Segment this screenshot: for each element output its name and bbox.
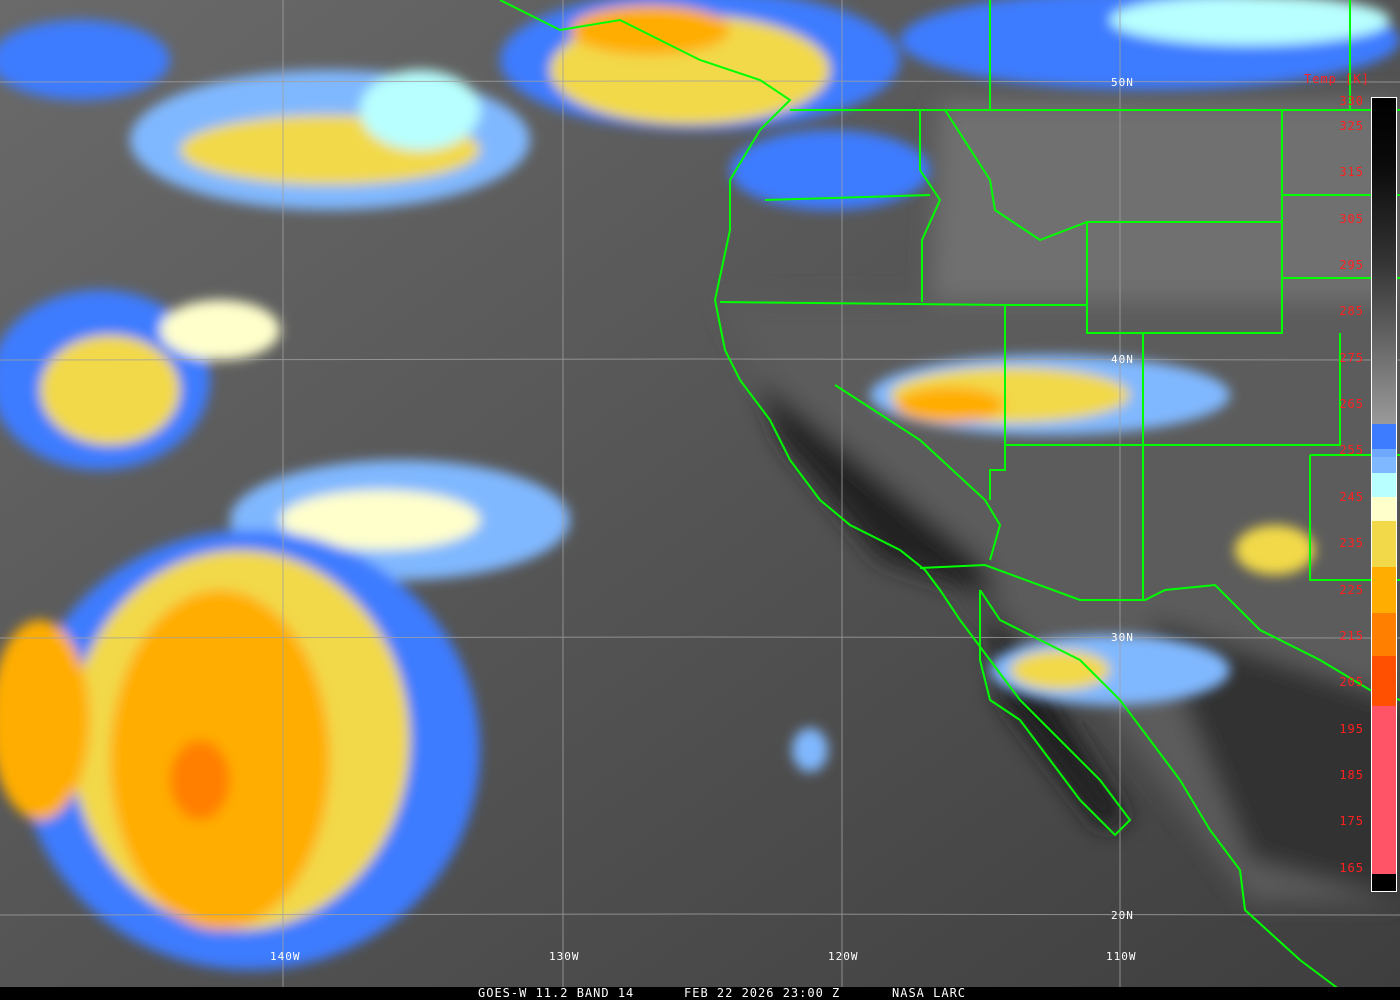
legend-tick-315: 315 [1339, 165, 1364, 180]
cloud-tops [0, 0, 1400, 970]
legend-tick-245: 245 [1339, 489, 1364, 504]
legend-tick-295: 295 [1339, 258, 1364, 273]
lat-label-40n: 40N [1111, 353, 1134, 366]
land-areas [720, 100, 1400, 900]
legend-tick-205: 205 [1339, 675, 1364, 690]
lon-label-140w: 140W [270, 950, 301, 963]
legend-tick-265: 265 [1339, 397, 1364, 412]
lat-label-20n: 20N [1111, 909, 1134, 922]
lat-label-30n: 30N [1111, 631, 1134, 644]
timestamp: FEB 22 2026 23:00 Z [684, 986, 841, 1000]
legend-tick-215: 215 [1339, 628, 1364, 643]
legend-tick-305: 305 [1339, 211, 1364, 226]
legend-tick-255: 255 [1339, 443, 1364, 458]
product-label: GOES-W 11.2 BAND 14 [478, 986, 635, 1000]
legend-tick-165: 165 [1339, 860, 1364, 875]
legend-tick-195: 195 [1339, 721, 1364, 736]
legend-tick-330: 330 [1339, 94, 1364, 108]
lon-label-120w: 120W [828, 950, 859, 963]
legend-tick-235: 235 [1339, 536, 1364, 551]
lat-label-50n: 50N [1111, 76, 1134, 89]
legend-title: Temp [K] [1304, 72, 1370, 86]
legend-tick-175: 175 [1339, 814, 1364, 829]
temperature-colorbar [1371, 97, 1397, 892]
legend-tick-285: 285 [1339, 304, 1364, 319]
legend-tick-275: 275 [1339, 350, 1364, 365]
borders [499, 0, 1400, 991]
lon-label-110w: 110W [1106, 950, 1137, 963]
legend-tick-325: 325 [1339, 119, 1364, 133]
lon-label-130w: 130W [549, 950, 580, 963]
legend-tick-225: 225 [1339, 582, 1364, 597]
credit-label: NASA LARC [892, 986, 967, 1000]
legend-tick-185: 185 [1339, 767, 1364, 782]
footer-bar: GOES-W 11.2 BAND 14 FEB 22 2026 23:00 Z … [0, 987, 1400, 1000]
